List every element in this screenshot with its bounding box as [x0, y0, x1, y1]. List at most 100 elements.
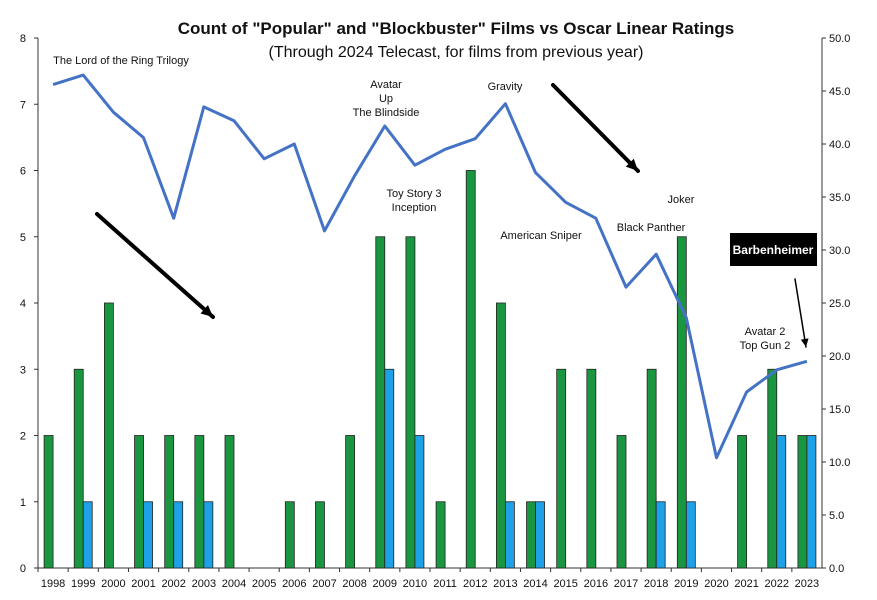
left-tick-label: 6 — [20, 166, 26, 178]
green-bar — [797, 435, 808, 569]
trend-arrow-head — [200, 304, 213, 317]
annotation-label: Up — [379, 93, 393, 105]
x-tick-label: 1999 — [71, 578, 95, 590]
green-bar — [495, 302, 506, 569]
annotation-label: Avatar — [370, 79, 402, 91]
left-tick-label: 2 — [20, 431, 26, 443]
chart-title: Count of "Popular" and "Blockbuster" Fil… — [178, 19, 735, 38]
barbenheimer-box — [730, 233, 817, 266]
green-bar — [767, 368, 778, 569]
annotation-label: Toy Story 3 — [386, 188, 441, 200]
annotation-label: Avatar 2 — [745, 326, 786, 338]
right-tick-label: 20.0 — [829, 351, 850, 363]
trend-arrow-shaft — [794, 278, 807, 348]
annotation-label: Inception — [392, 202, 437, 214]
green-bar — [405, 236, 416, 569]
green-bar — [43, 435, 54, 569]
left-tick-label: 4 — [20, 298, 26, 310]
right-tick-label: 50.0 — [829, 33, 850, 45]
x-tick-label: 2019 — [674, 578, 698, 590]
green-bar — [646, 368, 657, 569]
x-tick-label: 2017 — [614, 578, 638, 590]
line-layer — [52, 73, 808, 460]
blue-bar — [806, 435, 817, 569]
right-tick-label: 10.0 — [829, 457, 850, 469]
green-bar — [737, 435, 748, 569]
green-bar — [676, 236, 687, 569]
x-tick-label: 2014 — [523, 578, 547, 590]
annotation-label: Gravity — [488, 81, 523, 93]
x-tick-label: 2015 — [553, 578, 577, 590]
green-bar — [435, 501, 446, 569]
x-tick-label: 2004 — [222, 578, 246, 590]
green-bar — [556, 368, 567, 569]
blue-bar — [685, 501, 696, 569]
green-bar — [375, 236, 386, 569]
left-tick-label: 0 — [20, 563, 26, 575]
left-tick-label: 7 — [20, 99, 26, 111]
green-bar — [164, 435, 175, 569]
annotation-label: The Lord of the Ring Trilogy — [53, 55, 189, 67]
green-bar — [345, 435, 356, 569]
blue-bar — [143, 501, 153, 569]
blue-bar — [535, 501, 545, 569]
x-tick-label: 2016 — [584, 578, 608, 590]
blue-bar — [384, 368, 395, 569]
blue-bar — [776, 435, 787, 569]
trend-arrow-head — [625, 158, 638, 171]
trend-arrow-shaft — [551, 83, 640, 173]
right-tick-label: 25.0 — [829, 298, 850, 310]
green-bar — [194, 435, 205, 569]
ratings-line — [52, 73, 808, 460]
green-bar — [103, 302, 114, 569]
right-tick-label: 35.0 — [829, 192, 850, 204]
x-tick-label: 2021 — [734, 578, 758, 590]
blue-bar — [414, 435, 425, 569]
x-tick-label: 2001 — [131, 578, 155, 590]
right-tick-label: 5.0 — [829, 510, 844, 522]
x-tick-label: 2000 — [101, 578, 125, 590]
x-tick-label: 2011 — [433, 578, 457, 590]
annotation-label: American Sniper — [500, 230, 582, 242]
green-bar — [134, 435, 144, 569]
blue-bar — [82, 501, 93, 569]
left-tick-label: 5 — [20, 232, 26, 244]
x-tick-label: 2012 — [463, 578, 487, 590]
x-tick-label: 2013 — [493, 578, 517, 590]
annotation-label: Black Panther — [617, 222, 686, 234]
chart-subtitle: (Through 2024 Telecast, for films from p… — [269, 44, 644, 61]
x-tick-label: 2022 — [765, 578, 789, 590]
green-bar — [465, 170, 476, 569]
green-bar — [284, 501, 295, 569]
x-tick-label: 1998 — [41, 578, 65, 590]
green-bar — [526, 501, 536, 569]
x-tick-label: 2009 — [373, 578, 397, 590]
green-bar — [224, 435, 235, 569]
x-tick-label: 2005 — [252, 578, 276, 590]
x-tick-label: 2020 — [704, 578, 728, 590]
annotation-label: The Blindside — [353, 107, 420, 119]
x-tick-label: 2002 — [161, 578, 185, 590]
blue-bar — [504, 501, 515, 569]
left-tick-label: 3 — [20, 364, 26, 376]
x-tick-label: 2006 — [282, 578, 306, 590]
right-tick-label: 15.0 — [829, 404, 850, 416]
green-bar — [315, 501, 325, 569]
x-tick-label: 2008 — [342, 578, 366, 590]
annotation-label: Barbenheimer — [733, 243, 814, 257]
green-bar — [586, 368, 597, 569]
right-tick-label: 45.0 — [829, 86, 850, 98]
x-tick-label: 2023 — [795, 578, 819, 590]
right-tick-label: 0.0 — [829, 563, 844, 575]
green-bar — [73, 368, 84, 569]
x-tick-label: 2007 — [312, 578, 336, 590]
x-tick-label: 2018 — [644, 578, 668, 590]
annotation-label: Top Gun 2 — [740, 340, 791, 352]
annotation-label: Joker — [668, 194, 695, 206]
right-tick-label: 30.0 — [829, 245, 850, 257]
left-tick-label: 1 — [20, 497, 26, 509]
blue-bar — [655, 501, 666, 569]
x-tick-label: 2010 — [403, 578, 427, 590]
